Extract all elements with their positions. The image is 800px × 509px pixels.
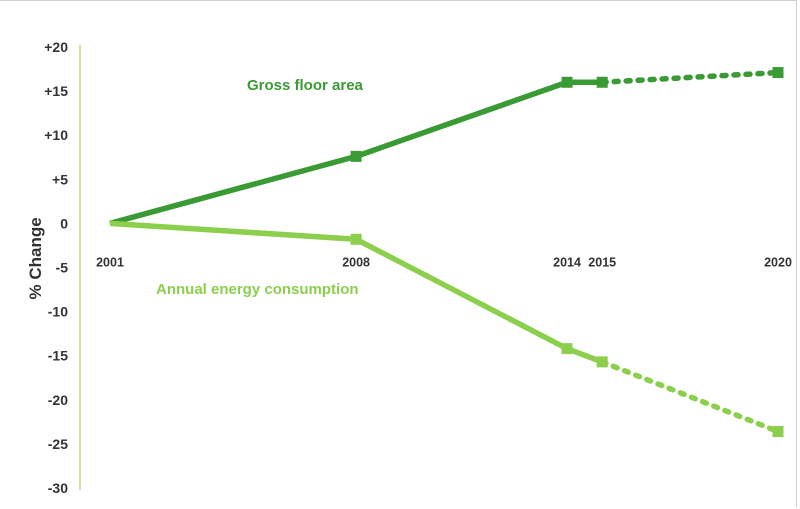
y-tick-label: +15 bbox=[44, 83, 68, 99]
series-line-solid bbox=[109, 220, 604, 365]
x-tick-label: 2014 bbox=[553, 255, 581, 269]
y-tick-label: -5 bbox=[56, 260, 69, 276]
y-axis: +20 +15 +10 +5 0 -5 -10 -15 -20 -25 -30 bbox=[44, 39, 81, 496]
x-tick-label: 2001 bbox=[96, 255, 124, 269]
data-point-marker bbox=[561, 343, 573, 355]
data-point-marker bbox=[350, 233, 362, 245]
y-tick-label: 0 bbox=[60, 215, 68, 231]
x-tick-label: 2015 bbox=[588, 255, 616, 269]
x-tick-label: 2008 bbox=[342, 255, 370, 269]
series-line-projected bbox=[599, 359, 781, 435]
data-point-marker bbox=[596, 356, 608, 368]
data-point-marker bbox=[596, 76, 608, 88]
y-tick-label: -10 bbox=[48, 304, 68, 320]
data-point-marker bbox=[772, 426, 784, 438]
y-tick-label: -30 bbox=[48, 480, 68, 496]
y-tick-label: -25 bbox=[48, 436, 68, 452]
series-label-gross-floor-area: Gross floor area bbox=[247, 77, 364, 94]
data-point-marker bbox=[350, 150, 362, 162]
series-lines bbox=[109, 67, 784, 438]
series-line-projected bbox=[599, 69, 781, 86]
data-point-marker bbox=[561, 76, 573, 88]
y-tick-label: +20 bbox=[44, 39, 68, 55]
y-tick-label: -20 bbox=[48, 392, 68, 408]
x-axis: 2001 2008 2014 2015 2020 bbox=[96, 255, 792, 269]
series-label-annual-energy-consumption: Annual energy consumption bbox=[156, 281, 359, 298]
data-point-marker bbox=[772, 67, 784, 79]
x-tick-label: 2020 bbox=[764, 255, 792, 269]
y-axis-label: % Change bbox=[26, 217, 45, 299]
y-tick-label: -15 bbox=[48, 348, 68, 364]
y-tick-label: +10 bbox=[44, 127, 68, 143]
y-tick-label: +5 bbox=[52, 171, 68, 187]
series-line-solid bbox=[109, 79, 603, 227]
